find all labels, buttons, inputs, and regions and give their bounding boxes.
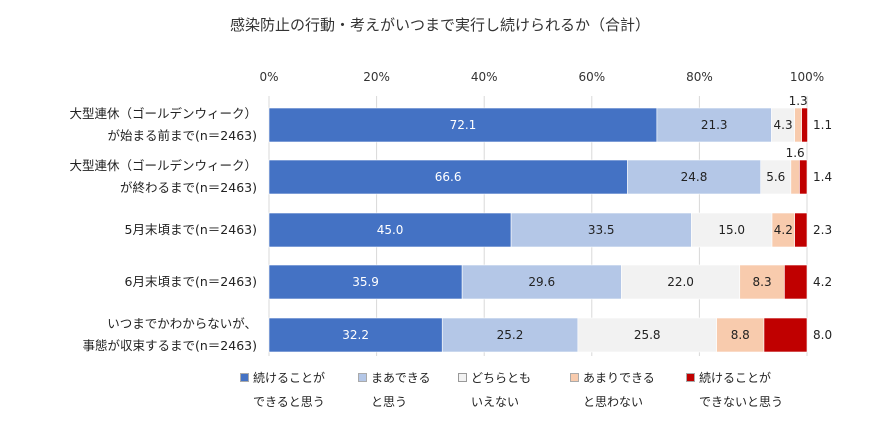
data-label: 2.3 <box>813 223 832 237</box>
data-label: 1.4 <box>813 170 832 184</box>
data-label: 24.8 <box>681 170 708 184</box>
legend-label: どちらとも いえない <box>471 371 532 409</box>
x-tick-label: 100% <box>790 70 824 84</box>
category-label: 大型連休（ゴールデンウィーク） <box>69 106 257 121</box>
category-label: 5月末頃まで(n＝2463) <box>125 222 257 237</box>
data-label: 35.9 <box>352 275 379 289</box>
data-label: 5.6 <box>766 170 785 184</box>
data-label: 4.3 <box>774 118 793 132</box>
legend-swatch <box>686 373 695 382</box>
legend-label: まあできる と思う <box>371 371 431 409</box>
data-label: 1.6 <box>786 146 805 160</box>
data-label: 22.0 <box>667 275 694 289</box>
bar-segment <box>716 317 765 353</box>
legend-swatch <box>358 373 367 382</box>
bar-segment <box>763 317 808 353</box>
data-label: 1.1 <box>813 118 832 132</box>
data-label: 29.6 <box>528 275 555 289</box>
bar-segment <box>627 159 762 195</box>
data-label: 8.0 <box>813 328 832 342</box>
bar-segment <box>268 212 512 248</box>
legend-swatch <box>240 373 249 382</box>
category-label: いつまでかわからないが、 <box>107 316 257 331</box>
category-label: が終わるまで(n＝2463) <box>120 180 257 195</box>
x-tick-label: 60% <box>578 70 605 84</box>
data-label: 25.2 <box>497 328 524 342</box>
bar-segment <box>784 264 808 300</box>
bar-segment <box>794 212 808 248</box>
data-label: 72.1 <box>450 118 477 132</box>
data-label: 8.3 <box>753 275 772 289</box>
bar-segment <box>739 264 785 300</box>
bar-segment <box>621 264 741 300</box>
bar-segment <box>691 212 773 248</box>
category-label: 事態が収束するまで(n＝2463) <box>83 338 258 353</box>
category-label: が始まる前まで(n＝2463) <box>108 128 258 143</box>
x-tick-label: 20% <box>363 70 390 84</box>
data-label: 8.8 <box>731 328 750 342</box>
legend-swatch <box>570 373 579 382</box>
bar-segment <box>790 159 800 195</box>
x-tick-label: 40% <box>471 70 498 84</box>
legend-label: 続けることが できると思う <box>253 371 326 409</box>
bar-segment <box>268 159 628 195</box>
data-label: 4.2 <box>774 223 793 237</box>
data-label: 45.0 <box>377 223 404 237</box>
bar-segment <box>268 107 658 143</box>
category-label: 6月末頃まで(n＝2463) <box>125 274 257 289</box>
x-tick-label: 0% <box>259 70 278 84</box>
category-label: 大型連休（ゴールデンウィーク） <box>69 158 257 173</box>
legend-label: あまりできる と思わない <box>583 371 655 409</box>
chart-title: 感染防止の行動・考えがいつまで実行し続けられるか（合計） <box>230 16 650 34</box>
bar-segment <box>268 264 463 300</box>
x-tick-label: 80% <box>686 70 713 84</box>
bar-segment <box>461 264 622 300</box>
data-label: 4.2 <box>813 275 832 289</box>
bar-segment <box>801 107 808 143</box>
bar-segment <box>799 159 808 195</box>
bar-segment <box>441 317 579 353</box>
legend: 続けることが できると思う まあできる と思う どちらとも いえない あまりできる と思わない… <box>240 368 840 428</box>
legend-swatch <box>458 373 467 382</box>
data-label: 66.6 <box>435 170 462 184</box>
bar-segment <box>794 107 802 143</box>
data-label: 32.2 <box>342 328 369 342</box>
data-label: 21.3 <box>701 118 728 132</box>
data-label: 1.3 <box>789 94 808 108</box>
data-label: 33.5 <box>588 223 615 237</box>
bar-segment <box>760 159 792 195</box>
bar-segment <box>510 212 692 248</box>
data-label: 15.0 <box>718 223 745 237</box>
legend-label: 続けることが できないと思う <box>699 371 784 409</box>
data-label: 25.8 <box>634 328 661 342</box>
